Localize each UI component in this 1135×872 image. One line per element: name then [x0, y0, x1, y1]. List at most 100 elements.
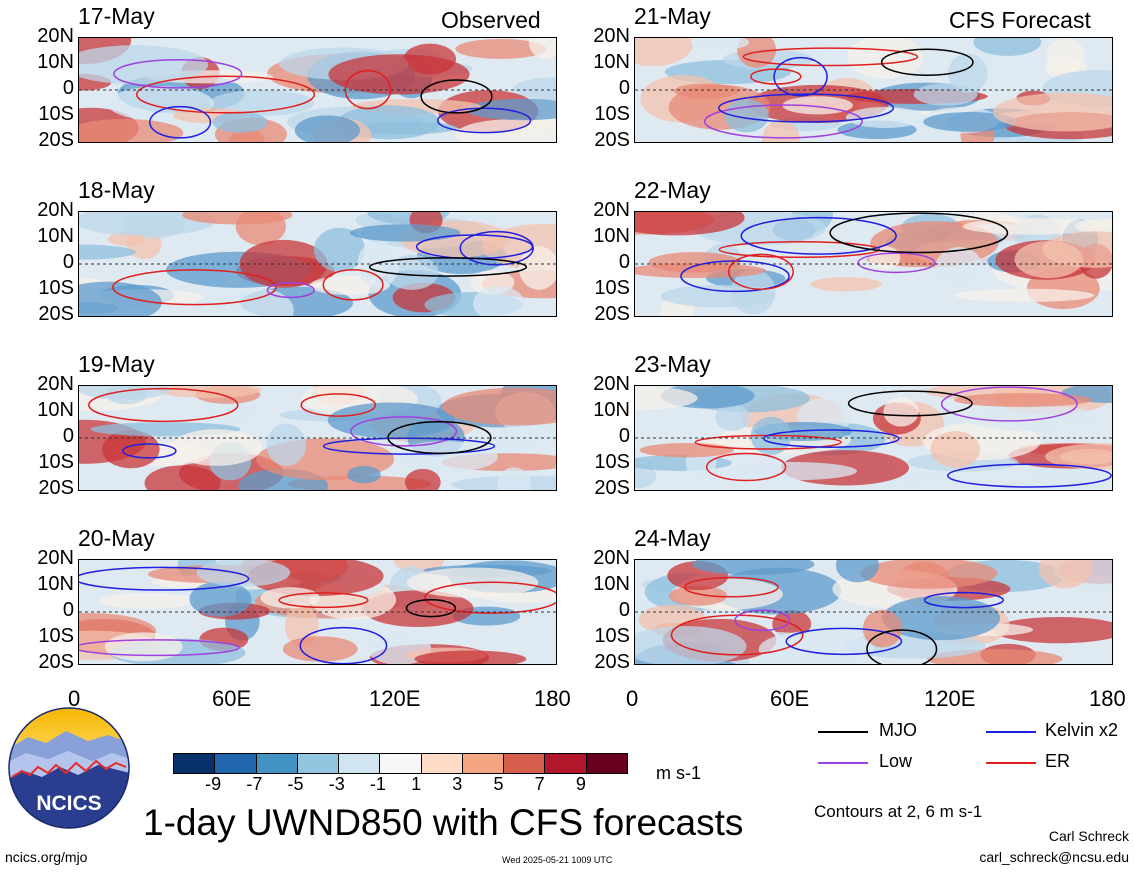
wind-anomaly-blob: [1014, 240, 1084, 279]
colorbar-units: m s-1: [656, 763, 701, 783]
y-tick: 10S: [594, 103, 630, 125]
author: Carl Schreck: [1048, 828, 1129, 844]
contour-line: [387, 421, 492, 455]
contour-line: [350, 416, 458, 447]
heatmap-panel: [78, 211, 557, 317]
contour-line: [112, 269, 277, 306]
wind-anomaly-blob: [935, 246, 983, 289]
wind-anomaly-blob: [692, 560, 815, 575]
footer-url: ncics.org/mjo: [5, 849, 88, 865]
wind-anomaly-blob: [835, 560, 879, 583]
contour-line: [79, 639, 240, 657]
y-tick: 20N: [593, 25, 630, 47]
y-tick: 10N: [37, 225, 74, 247]
legend-label-er: ER: [1045, 751, 1071, 771]
y-tick: 10S: [594, 277, 630, 299]
wind-anomaly-blob: [212, 111, 268, 133]
y-tick: 20S: [38, 129, 74, 151]
y-tick: 20N: [593, 199, 630, 221]
contour-line: [880, 48, 974, 77]
contour-line: [740, 216, 897, 255]
colorbar-swatch: [256, 754, 298, 773]
chart-title: 1-day UWND850 with CFS forecasts: [143, 802, 744, 843]
contour-line: [705, 452, 787, 482]
y-tick: 0: [618, 599, 630, 621]
colorbar-tick-label: -3: [328, 774, 345, 794]
wind-anomaly-blob: [724, 461, 857, 481]
x-tick-right-180: 180: [1089, 686, 1126, 711]
wind-anomaly-blob: [635, 38, 693, 67]
contour-line: [866, 629, 938, 664]
wind-anomaly-blob: [327, 402, 455, 439]
observed-header: Observed: [441, 7, 541, 33]
y-tick: 20N: [593, 373, 630, 395]
panel-date-forecast-2: 23-May: [634, 351, 711, 377]
y-tick: 10N: [37, 573, 74, 595]
panel-date-forecast-3: 24-May: [634, 525, 711, 551]
wind-anomaly-blob: [349, 224, 461, 242]
wind-anomaly-blob: [668, 585, 728, 606]
y-tick: 20N: [37, 547, 74, 569]
panel-date-observed-3: 20-May: [78, 525, 155, 551]
colorbar-swatch: [297, 754, 340, 773]
colorbar-swatch: [545, 754, 587, 773]
ncics-logo: NCICS: [8, 707, 130, 829]
heatmap-panel: [78, 559, 557, 665]
y-tick: 0: [62, 425, 74, 447]
wind-anomaly-blob: [635, 463, 657, 489]
contour-line: [113, 59, 243, 89]
wind-anomaly-blob: [992, 92, 1112, 132]
contour-line: [420, 79, 493, 114]
wind-anomaly-blob: [79, 45, 209, 85]
x-tick-left-180: 180: [534, 686, 571, 711]
wind-anomaly-blob: [962, 218, 1108, 235]
wind-anomaly-blob: [635, 386, 698, 410]
legend-line-low: [818, 762, 868, 764]
wind-anomaly-blob: [284, 603, 319, 648]
wind-anomaly-blob: [473, 285, 525, 316]
contour-line: [437, 107, 532, 134]
contour-line: [829, 212, 1009, 254]
wind-anomaly-blob: [313, 227, 366, 272]
colorbar: [173, 753, 628, 774]
y-tick: 20S: [594, 303, 630, 325]
y-tick: 10S: [38, 103, 74, 125]
y-tick: 20N: [37, 199, 74, 221]
contour-line: [857, 252, 936, 274]
wind-anomaly-blob: [1046, 38, 1085, 73]
wind-anomaly-blob: [635, 263, 767, 279]
x-tick-left-0: 0: [68, 686, 81, 711]
y-tick: 10S: [38, 451, 74, 473]
wind-anomaly-blob: [845, 107, 925, 128]
contour-line: [322, 437, 496, 455]
y-tick: 10S: [38, 277, 74, 299]
y-tick: 0: [618, 251, 630, 273]
wind-anomaly-blob: [441, 387, 556, 426]
contours-note: Contours at 2, 6 m s-1: [814, 802, 983, 821]
y-tick: 10N: [593, 51, 630, 73]
colorbar-tick-label: 3: [452, 774, 463, 794]
y-tick: 20S: [594, 651, 630, 673]
colorbar-swatch: [462, 754, 505, 773]
wind-anomaly-blob: [99, 592, 196, 609]
wind-anomaly-blob: [860, 560, 998, 589]
wind-anomaly-blob: [724, 99, 769, 133]
contour-line: [923, 591, 1004, 609]
y-tick: 0: [618, 77, 630, 99]
contour-line: [278, 592, 369, 609]
panel-date-observed-2: 19-May: [78, 351, 155, 377]
heatmap-panel: [78, 385, 557, 491]
contour-line: [734, 609, 791, 632]
y-tick: 20S: [594, 477, 630, 499]
y-tick: 20S: [38, 477, 74, 499]
author-email: carl_schreck@ncsu.edu: [979, 849, 1129, 865]
forecast-header: CFS Forecast: [949, 7, 1091, 33]
y-tick: 10S: [38, 625, 74, 647]
wind-anomaly-blob: [393, 441, 498, 473]
contour-line: [322, 268, 384, 301]
contour-line: [946, 463, 1112, 488]
y-tick: 0: [62, 251, 74, 273]
wind-anomaly-blob: [79, 244, 136, 260]
wind-anomaly-blob: [930, 431, 981, 468]
panel-date-observed-1: 18-May: [78, 177, 155, 203]
